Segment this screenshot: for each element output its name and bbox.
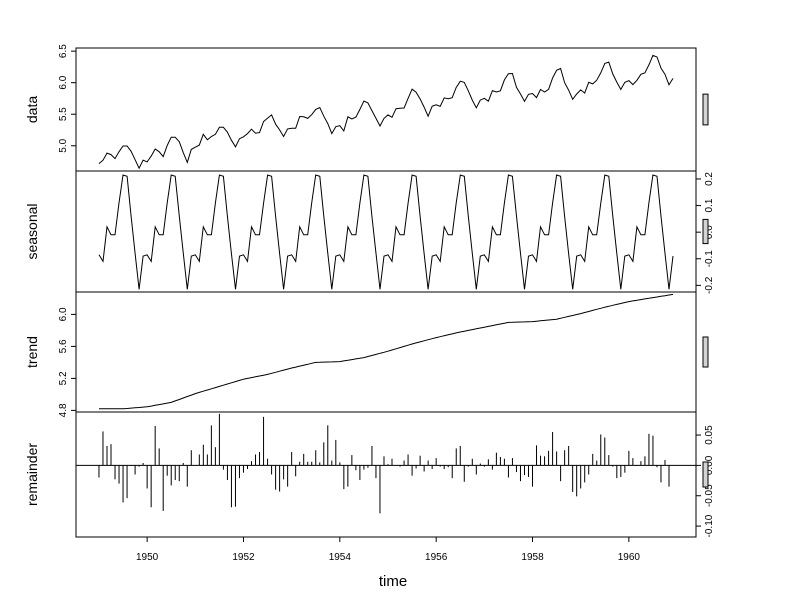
y-tick-label: -0.2 [704, 276, 715, 294]
series-line-data [98, 54, 674, 170]
range-bar [702, 461, 709, 488]
y-tick-label: 6.0 [58, 307, 69, 321]
y-tick-label: -0.05 [704, 484, 715, 507]
panel-seasonal: -0.2 -0.1 0.0 0.1 0.2 seasonal [24, 170, 715, 294]
y-tick-label: -0.1 [704, 250, 715, 268]
panel-label-seasonal: seasonal [24, 203, 40, 259]
x-axis-title: time [379, 573, 407, 590]
panel-label-trend: trend [24, 336, 40, 368]
y-tick-label: 0.00 [704, 455, 715, 475]
y-tick-label: 6.5 [58, 44, 69, 58]
panel-trend: 4.8 5.2 5.6 6.0 trend [24, 291, 709, 417]
x-tick-label: 1958 [521, 552, 544, 563]
x-tick-label: 1956 [425, 552, 448, 563]
y-tick-label: 6.0 [58, 75, 69, 89]
panel-frame-remainder [75, 411, 697, 538]
panels: 5.0 5.5 6.0 6.5 data -0.2 -0.1 0.0 0.1 0.2 seasona… [24, 44, 715, 538]
y-tick-label: 5.0 [58, 138, 69, 152]
x-tick-label: 1950 [136, 552, 159, 563]
y-tick-label: 4.8 [58, 403, 69, 417]
panel-label-remainder: remainder [24, 443, 40, 506]
x-axis: 1950 1952 1954 1956 1958 1960 [136, 537, 640, 563]
x-tick-label: 1960 [618, 552, 641, 563]
panel-remainder: -0.10 -0.05 0.00 0.05 remainder [24, 411, 715, 538]
y-tick-label: 5.6 [58, 339, 69, 353]
series-line-seasonal [98, 174, 674, 290]
y-tick-label: 0.0 [704, 225, 715, 239]
panel-data: 5.0 5.5 6.0 6.5 data [24, 44, 709, 172]
y-tick-label: 5.5 [58, 107, 69, 121]
x-tick-label: 1952 [232, 552, 255, 563]
series-line-trend [99, 293, 674, 410]
y-tick-label: 0.05 [704, 425, 715, 445]
y-tick-label: 0.2 [704, 172, 715, 186]
y-tick-label: 0.1 [704, 198, 715, 212]
range-bar [702, 218, 709, 245]
range-bar [702, 93, 709, 126]
y-tick-label: -0.10 [704, 514, 715, 537]
x-tick-label: 1954 [329, 552, 352, 563]
y-tick-label: 5.2 [58, 371, 69, 385]
panel-label-data: data [24, 96, 40, 123]
range-bar [702, 336, 709, 368]
